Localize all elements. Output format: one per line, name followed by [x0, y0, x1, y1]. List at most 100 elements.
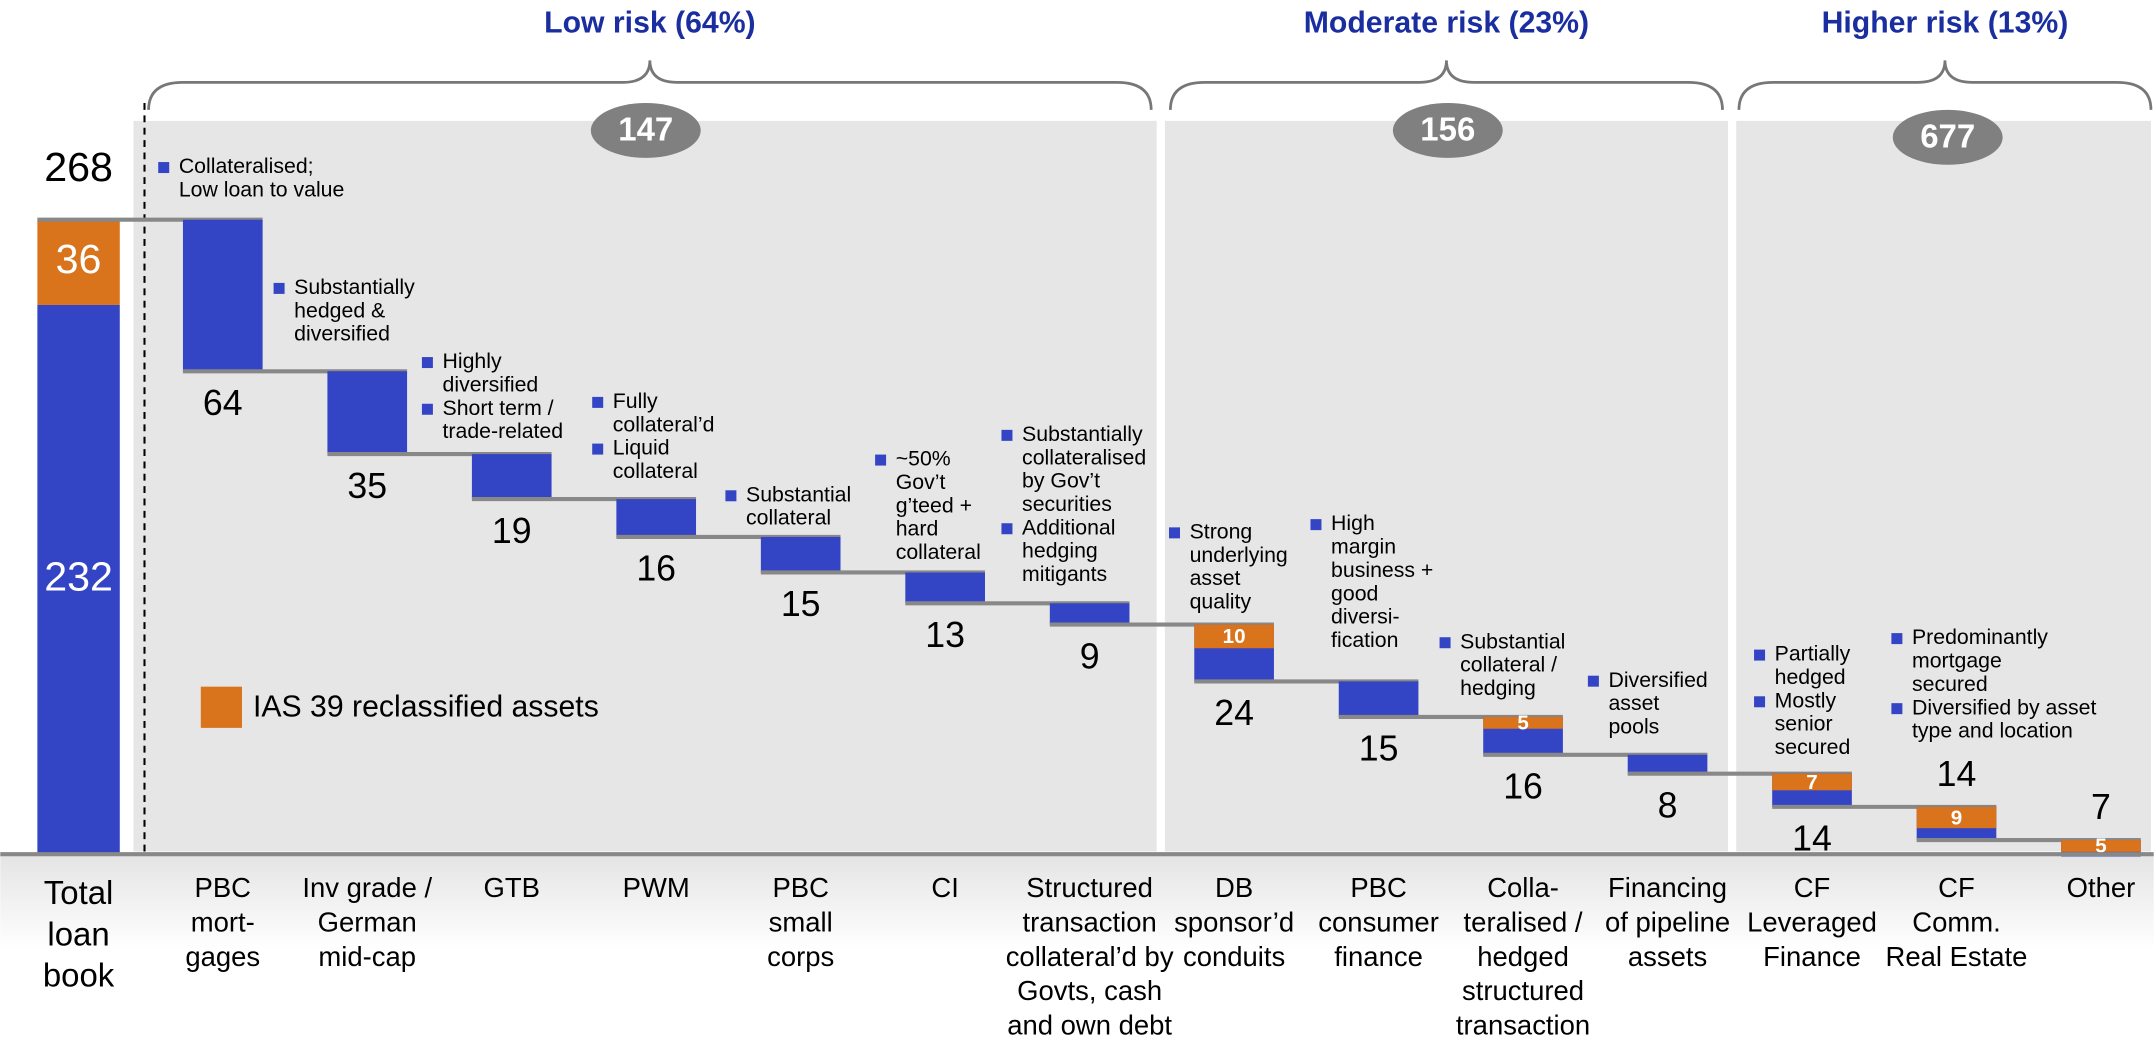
badge-label: 147	[618, 111, 673, 148]
x-tick-label: and own debt	[1007, 1010, 1172, 1041]
note-text: Collateralised;	[179, 154, 314, 178]
note-text: collateral	[896, 540, 981, 564]
note-text: Fully	[613, 389, 658, 413]
ias-label: 10	[1223, 625, 1246, 648]
value-label: 64	[203, 383, 243, 423]
x-tick-label: loan	[47, 915, 109, 952]
note-text: Partially	[1775, 642, 1851, 666]
segment-label: 36	[56, 236, 102, 282]
brace	[1737, 60, 2153, 110]
note-bullet	[875, 454, 887, 466]
x-tick-label: Colla-	[1487, 872, 1559, 903]
x-tick-label: sponsor’d	[1174, 907, 1294, 938]
note-bullet	[1754, 649, 1766, 661]
note-text: Substantially	[294, 275, 415, 299]
ias-label: 5	[2095, 835, 2106, 858]
x-tick-label: CI	[931, 872, 958, 903]
note-text: securities	[1022, 492, 1112, 516]
group-panel	[133, 120, 1157, 852]
note-text: Strong	[1190, 519, 1253, 543]
x-tick-label: assets	[1628, 941, 1707, 972]
value-label: 13	[925, 615, 965, 655]
note-text: margin	[1331, 535, 1396, 559]
note-text: collateralised	[1022, 445, 1146, 469]
note-bullet	[1754, 696, 1766, 708]
x-tick-label: Financing	[1608, 872, 1727, 903]
x-tick-label: PBC	[1350, 872, 1406, 903]
note-text: Diversified	[1608, 668, 1707, 692]
note-bullet	[725, 490, 737, 502]
group-title: Moderate risk (23%)	[1304, 7, 1589, 40]
note-text: collateral’d	[613, 412, 715, 436]
note-text: diversi-	[1331, 605, 1400, 629]
x-tick-label: PWM	[623, 872, 690, 903]
bar	[327, 371, 408, 455]
bar-ias	[1772, 773, 1852, 791]
x-tick-label: transaction	[1022, 907, 1156, 938]
x-tick-label: conduits	[1183, 941, 1285, 972]
note-bullet	[1001, 523, 1013, 535]
x-tick-label: teralised /	[1464, 907, 1583, 938]
note-text: senior	[1775, 712, 1833, 736]
note-text: Low loan to value	[179, 178, 345, 202]
value-label: 9	[1080, 636, 1100, 676]
axis-band	[0, 854, 2154, 951]
brace	[147, 60, 1153, 110]
x-tick-label: consumer	[1318, 907, 1439, 938]
note-text: Liquid	[613, 436, 670, 460]
value-label: 15	[781, 584, 821, 624]
x-tick-label: Inv grade /	[302, 872, 432, 903]
note-text: type and location	[1912, 719, 2073, 743]
value-label: 14	[1937, 754, 1977, 794]
x-tick-label: PBC	[772, 872, 828, 903]
value-label: 24	[1214, 693, 1254, 733]
note-text: business +	[1331, 558, 1433, 582]
x-tick-label: Finance	[1763, 941, 1861, 972]
note-bullet	[421, 357, 433, 369]
note-text: fication	[1331, 628, 1398, 652]
legend-label: IAS 39 reclassified assets	[253, 691, 599, 724]
note-bullet	[1587, 675, 1599, 687]
bar-ias	[1916, 806, 1997, 829]
x-tick-label: Total	[44, 874, 114, 911]
x-tick-label: Leveraged	[1747, 907, 1877, 938]
note-bullet	[273, 282, 285, 294]
note-bullet	[1891, 703, 1903, 715]
x-tick-label: gages	[185, 941, 260, 972]
value-label: 7	[2091, 787, 2111, 827]
x-tick-label: book	[43, 957, 115, 994]
note-bullet	[158, 162, 170, 174]
note-bullet	[1169, 527, 1181, 539]
note-text: mitigants	[1022, 562, 1107, 586]
note-text: hedging	[1022, 539, 1098, 563]
bar-ias	[1194, 624, 1274, 649]
badge	[590, 103, 701, 158]
x-tick-label: collateral’d by	[1006, 941, 1174, 972]
x-tick-label: corps	[767, 941, 834, 972]
note-text: diversified	[443, 373, 539, 397]
note-bullet	[1439, 637, 1451, 649]
note-text: hedged	[1775, 665, 1846, 689]
bar	[616, 499, 697, 537]
bar	[760, 536, 841, 573]
x-tick-label: mid-cap	[318, 941, 416, 972]
note-bullet	[1891, 633, 1903, 645]
note-text: Highly	[443, 349, 502, 373]
x-tick-label: DB	[1215, 872, 1253, 903]
brace	[1169, 60, 1724, 110]
note-text: underlying	[1190, 543, 1288, 567]
bar-ias	[2061, 840, 2141, 852]
value-label: 16	[1503, 767, 1543, 807]
total-label: 268	[44, 144, 113, 190]
bar	[1627, 754, 1708, 774]
note-text: mortgage	[1912, 649, 2002, 673]
bar	[37, 304, 120, 855]
note-bullet	[1001, 429, 1013, 441]
x-tick-label: structured	[1462, 975, 1584, 1006]
group-title: Low risk (64%)	[544, 7, 755, 40]
note-text: by Gov’t	[1022, 469, 1100, 493]
x-tick-label: transaction	[1456, 1010, 1590, 1041]
x-tick-label: Comm.	[1912, 907, 2000, 938]
badge-label: 156	[1420, 111, 1475, 148]
x-tick-label: mort-	[191, 907, 255, 938]
